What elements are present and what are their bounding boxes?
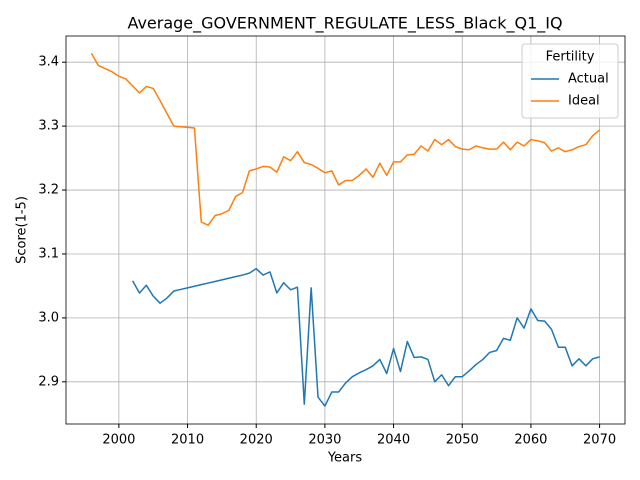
plot-frame [65,35,626,425]
series-line [131,267,600,407]
series-line [90,52,601,226]
x-tick-label: 2040 [377,433,410,448]
y-tick-label: 3.2 [38,183,59,198]
legend-title: Fertility [546,50,595,65]
legend-box [521,43,619,119]
x-tick-label: 2030 [308,433,341,448]
y-tick-label: 3.4 [38,55,59,70]
y-tick-label: 2.9 [38,374,59,389]
x-axis-label: Years [327,451,363,466]
x-tick-label: 2020 [240,433,273,448]
y-tick-label: 3.1 [38,246,59,261]
chart-title: Average_GOVERNMENT_REGULATE_LESS_Black_Q… [127,14,562,34]
x-tick-label: 2070 [583,433,616,448]
legend-label: Ideal [568,94,600,109]
x-tick-label: 2050 [446,433,479,448]
y-axis-label: Score(1-5) [15,196,30,264]
y-tick-label: 3.3 [38,119,59,134]
x-tick-label: 2010 [171,433,204,448]
y-tick-label: 3.0 [38,310,59,325]
x-tick-label: 2060 [514,433,547,448]
legend-label: Actual [568,72,609,87]
x-tick-label: 2000 [102,433,135,448]
